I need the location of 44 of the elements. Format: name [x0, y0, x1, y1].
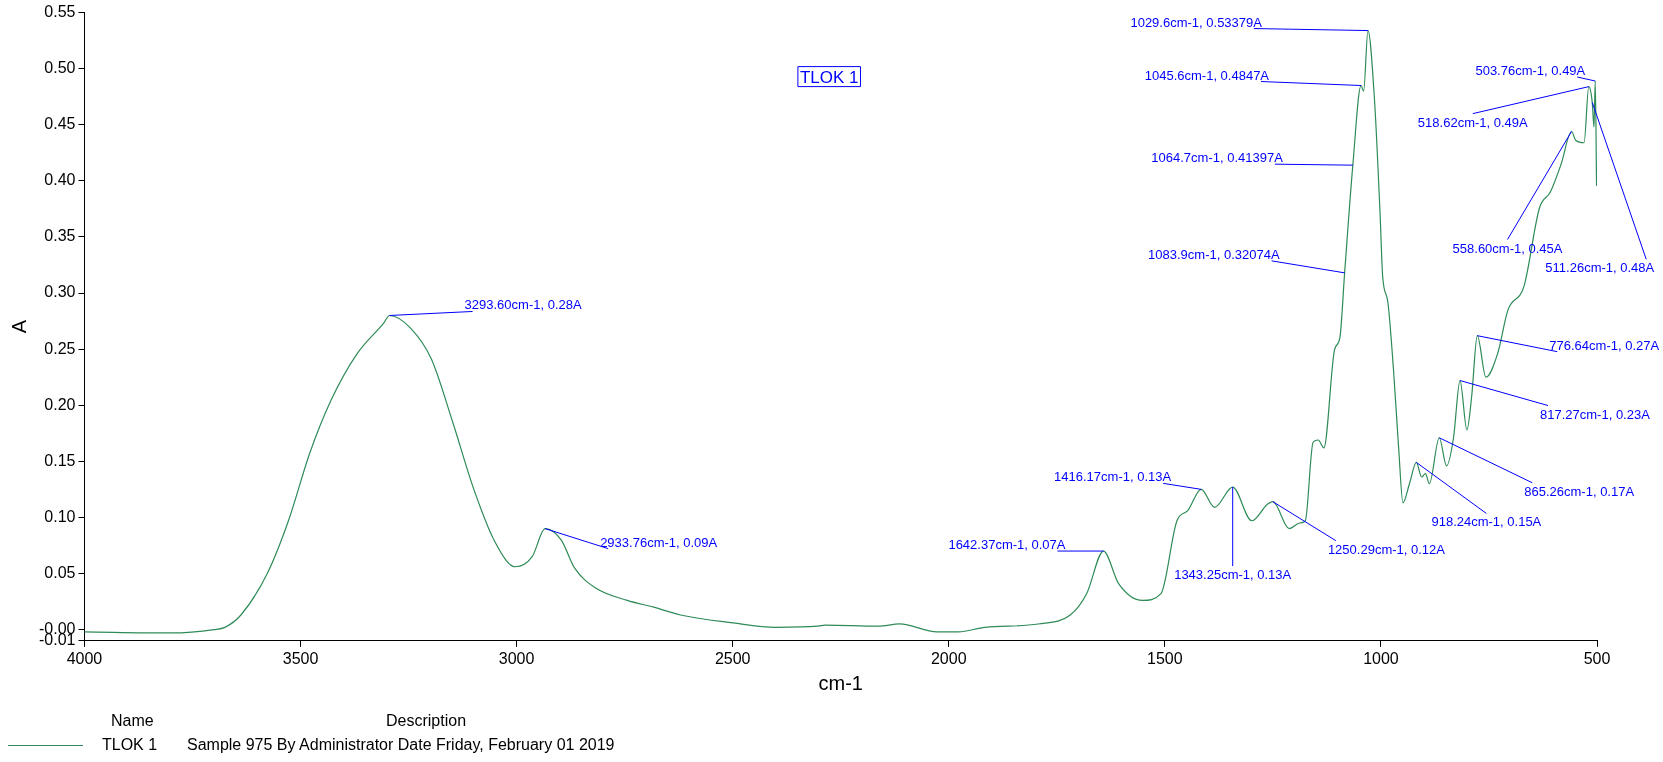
text: TLOK 1 — [799, 67, 859, 87]
x-tick-label: 1500 — [1147, 649, 1183, 667]
legend-title: Name — [111, 712, 154, 730]
x-tick-label: 2500 — [714, 649, 751, 667]
y-tick-label: 0.15 — [44, 451, 76, 469]
annotation: 1083.9cm-1, 0.32074A — [1148, 246, 1280, 262]
annotation: 2933.76cm-1, 0.09A — [600, 534, 718, 550]
annotation: 918.24cm-1, 0.15A — [1431, 514, 1542, 530]
x-tick-label: 3500 — [282, 649, 319, 667]
annotation: 776.64cm-1, 0.27A — [1549, 337, 1660, 353]
y-tick-label: 0.25 — [44, 339, 76, 357]
y-tick-label: 0.35 — [44, 227, 76, 245]
text: Description — [386, 712, 467, 730]
annotation: 1250.29cm-1, 0.12A — [1327, 541, 1446, 557]
annotation: 518.62cm-1, 0.49A — [1417, 114, 1529, 130]
annotation: 1045.6cm-1, 0.4847A — [1144, 67, 1270, 83]
annotation: 3293.60cm-1, 0.28A — [464, 297, 582, 313]
y-tick-label: 0.05 — [44, 563, 76, 581]
text: Sample 975 By Administrator Date Friday, February 01 2019 — [187, 736, 615, 754]
annotation: 1416.17cm-1, 0.13A — [1054, 469, 1172, 485]
annotation: 1642.37cm-1, 0.07A — [948, 537, 1066, 553]
y-tick-label: 0.20 — [44, 395, 76, 413]
y-tick-label: 0.45 — [44, 115, 76, 133]
x-tick-label: 2000 — [930, 649, 967, 667]
legend-label: TLOK 1 — [102, 736, 158, 754]
y-tick-label: 0.30 — [44, 283, 76, 301]
annotation: 1064.7cm-1, 0.41397A — [1151, 150, 1284, 166]
annotation: 1343.25cm-1, 0.13A — [1174, 567, 1292, 583]
y-tick-label: 0.10 — [44, 507, 76, 525]
annotation: 503.76cm-1, 0.49A — [1475, 63, 1586, 79]
x-tick-label: 4000 — [66, 649, 103, 667]
annotation: 558.60cm-1, 0.45A — [1452, 240, 1563, 256]
y-tick-label: 0.55 — [44, 3, 76, 21]
x-tick-label: 1000 — [1363, 649, 1399, 667]
annotation: 817.27cm-1, 0.23A — [1540, 406, 1651, 422]
x-tick-label: 3000 — [498, 649, 535, 667]
y-axis-title: A — [7, 319, 30, 334]
annotation: 511.26cm-1, 0.48A — [1545, 260, 1655, 276]
x-tick-label: 500 — [1583, 649, 1611, 667]
x-axis-title: cm-1 — [818, 671, 863, 694]
annotation: 865.26cm-1, 0.17A — [1524, 483, 1635, 499]
y-tick-label: 0.50 — [44, 59, 76, 77]
y-tick-label: 0.40 — [44, 171, 76, 189]
annotation: 1029.6cm-1, 0.53379A — [1130, 14, 1263, 30]
